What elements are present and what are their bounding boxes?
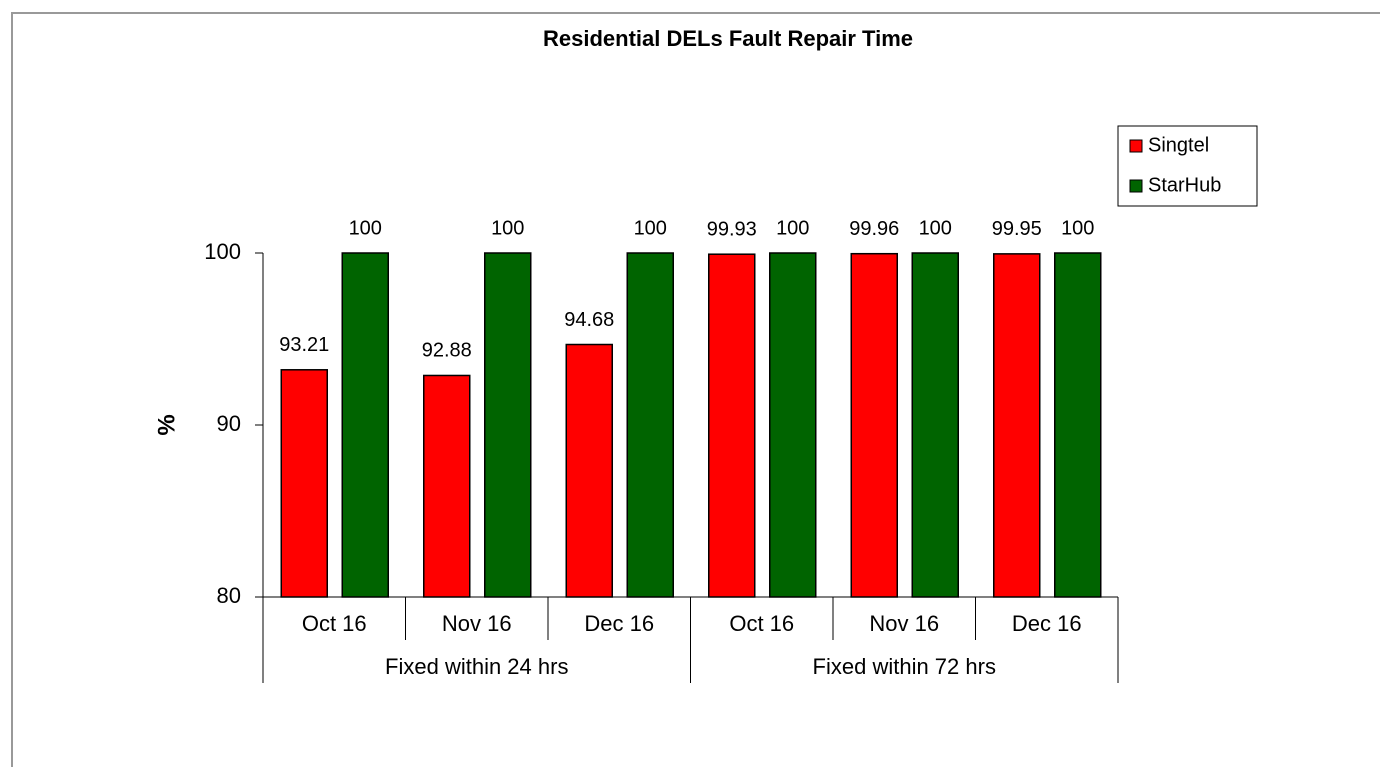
chart-frame	[11, 12, 1380, 767]
value-label: 100	[634, 217, 667, 239]
x-tick-label: Oct 16	[302, 611, 367, 636]
x-tick-label: Nov 16	[869, 611, 939, 636]
legend-swatch	[1129, 179, 1143, 193]
x-tick-label: Oct 16	[729, 611, 794, 636]
value-label: 99.95	[992, 218, 1042, 240]
x-tick-label: Dec 16	[1012, 611, 1082, 636]
group-label: Fixed within 72 hrs	[813, 654, 996, 679]
bar	[769, 252, 817, 598]
legend-swatch	[1129, 139, 1143, 153]
legend-label: Singtel	[1148, 134, 1209, 156]
bar	[280, 369, 328, 598]
value-label: 100	[1061, 217, 1094, 239]
bar	[423, 374, 471, 598]
chart-title: Residential DELs Fault Repair Time	[543, 26, 913, 51]
bar	[708, 253, 756, 598]
bar	[993, 253, 1041, 598]
legend-label: StarHub	[1148, 174, 1221, 196]
y-tick-label: 90	[217, 411, 241, 436]
bar	[850, 252, 898, 598]
y-tick-label: 100	[204, 239, 241, 264]
y-axis-label: %	[153, 414, 180, 435]
bar	[565, 343, 613, 598]
value-label: 100	[349, 217, 382, 239]
group-label: Fixed within 24 hrs	[385, 654, 568, 679]
bar	[341, 252, 389, 598]
bar	[911, 252, 959, 598]
value-label: 99.93	[707, 218, 757, 240]
bar	[1054, 252, 1102, 598]
bar	[626, 252, 674, 598]
x-tick-label: Dec 16	[584, 611, 654, 636]
value-label: 93.21	[279, 334, 329, 356]
value-label: 100	[919, 217, 952, 239]
legend-box	[1117, 125, 1258, 207]
value-label: 100	[491, 217, 524, 239]
value-label: 100	[776, 217, 809, 239]
value-label: 99.96	[849, 218, 899, 240]
bar	[484, 252, 532, 598]
value-label: 94.68	[564, 309, 614, 331]
y-tick-label: 80	[217, 583, 241, 608]
x-tick-label: Nov 16	[442, 611, 512, 636]
value-label: 92.88	[422, 340, 472, 362]
